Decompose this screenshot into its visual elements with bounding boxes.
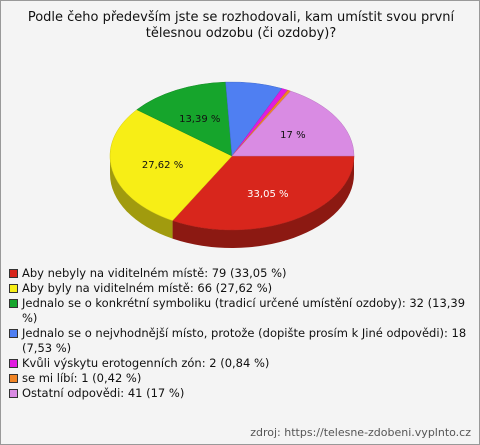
slice: [231, 90, 355, 157]
legend: Aby nebyly na viditelném místě: 79 (33,0…: [9, 266, 474, 401]
legend-entry: Jednalo se o nejvhodnější místo, protože…: [9, 326, 474, 356]
legend-label: Aby nebyly na viditelném místě: 79 (33,0…: [22, 266, 287, 280]
legend-swatch: [9, 329, 18, 338]
legend-swatch: [9, 299, 18, 308]
legend-label: Kvůli výskytu erotogenních zón: 2 (0,84 …: [22, 356, 270, 370]
slice: [109, 109, 233, 221]
legend-entry: Ostatní odpovědi: 41 (17 %): [9, 386, 474, 401]
data-label: 33,05 %: [247, 189, 288, 200]
legend-entry: Aby nebyly na viditelném místě: 79 (33,0…: [9, 266, 474, 281]
slice: [136, 81, 233, 157]
legend-label: Jednalo se o konkrétní symboliku (tradic…: [22, 296, 466, 325]
legend-swatch: [9, 269, 18, 278]
legend-label: se mi líbí: 1 (0,42 %): [22, 371, 142, 385]
data-label: 27,62 %: [142, 160, 183, 171]
legend-entry: Aby byly na viditelném místě: 66 (27,62 …: [9, 281, 474, 296]
legend-swatch: [9, 389, 18, 398]
legend-entry: se mi líbí: 1 (0,42 %): [9, 371, 474, 386]
legend-swatch: [9, 284, 18, 293]
legend-swatch: [9, 359, 18, 368]
source: zdroj: https://telesne-zdobeni.vyplnto.c…: [250, 426, 471, 439]
data-label: 17 %: [280, 130, 305, 141]
legend-label: Jednalo se o nejvhodnější místo, protože…: [22, 326, 467, 355]
slice-side: [110, 156, 173, 239]
chart-title: Podle čeho především jste se rozhodovali…: [27, 10, 455, 41]
legend-label: Aby byly na viditelném místě: 66 (27,62 …: [22, 281, 273, 295]
legend-entry: Kvůli výskytu erotogenních zón: 2 (0,84 …: [9, 356, 474, 371]
data-label: 13,39 %: [179, 114, 220, 125]
chart: 33,05 % 27,62 % 13,39 % 17 %: [109, 81, 355, 248]
legend-label: Ostatní odpovědi: 41 (17 %): [22, 386, 185, 400]
legend-swatch: [9, 374, 18, 383]
legend-entry: Jednalo se o konkrétní symboliku (tradic…: [9, 296, 474, 326]
slice-side: [172, 156, 354, 248]
slice: [172, 155, 355, 231]
